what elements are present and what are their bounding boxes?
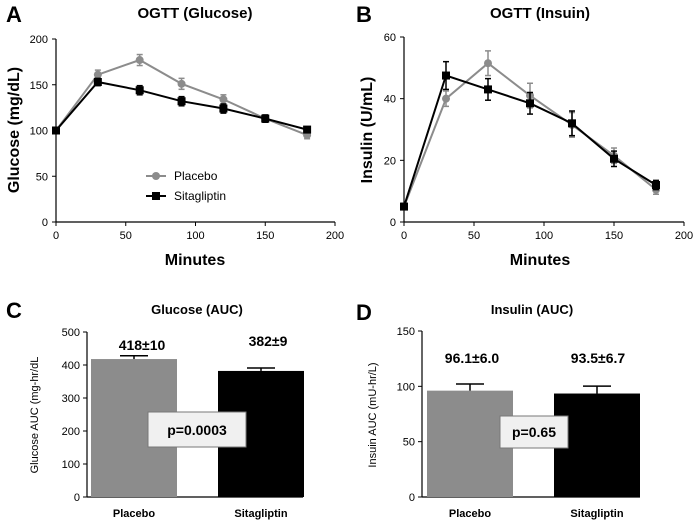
panel-letter-a: A bbox=[6, 2, 22, 27]
category-label-placebo: Placebo bbox=[449, 508, 491, 520]
glucose-auc-ylabel: Glucose AUC (mg-hr/dL bbox=[29, 357, 41, 474]
data-point-sitagliptin bbox=[442, 71, 450, 80]
y-tick-label: 100 bbox=[30, 126, 48, 138]
insulin-line-xlabel: Minutes bbox=[510, 252, 571, 269]
x-tick-label: 150 bbox=[605, 230, 623, 242]
data-point-sitagliptin bbox=[177, 97, 186, 106]
category-label-placebo: Placebo bbox=[113, 508, 155, 520]
glucose-auc-pvalue-frame bbox=[147, 411, 247, 448]
insulin-line-series bbox=[400, 50, 660, 211]
y-tick-label: 500 bbox=[62, 327, 80, 339]
y-tick-label: 400 bbox=[62, 360, 80, 372]
glucose-auc-bars: Placebo 418±10 Sitagliptin 382±9 bbox=[91, 333, 304, 520]
glucose-auc-axes: 0 100 200 300 400 500 bbox=[62, 327, 303, 504]
y-tick-label: 150 bbox=[397, 326, 415, 338]
insulin-auc-pvalue: p=0.65 bbox=[512, 424, 556, 440]
panel-letter-b: B bbox=[356, 2, 372, 27]
glucose-line-series bbox=[52, 53, 312, 140]
x-tick-label: 0 bbox=[53, 230, 59, 242]
data-point-placebo bbox=[93, 70, 102, 79]
data-point-sitagliptin bbox=[568, 119, 576, 128]
glucose-line-chart: OGTT (Glucose) Glucose (mg/dL) Minutes 0… bbox=[6, 5, 344, 269]
bar-placebo bbox=[427, 390, 513, 497]
glucose-auc-pvalue: p=0.0003 bbox=[167, 422, 227, 438]
glucose-line-axes: 0 50 100 150 200 0 50 100 150 200 bbox=[30, 34, 345, 242]
x-tick-label: 50 bbox=[120, 230, 132, 242]
category-label-sitagliptin: Sitagliptin bbox=[234, 508, 287, 520]
y-tick-label: 0 bbox=[42, 217, 48, 229]
glucose-auc-pvalue-box: p=0.0003 bbox=[147, 411, 247, 448]
y-tick-label: 20 bbox=[384, 155, 396, 167]
insulin-auc-pvalue-box: p=0.65 bbox=[499, 415, 569, 449]
data-point-placebo bbox=[484, 59, 492, 68]
insulin-line-ylabel: Insulin (U/mL) bbox=[359, 77, 376, 184]
data-point-sitagliptin bbox=[652, 181, 660, 189]
y-tick-label: 0 bbox=[390, 217, 396, 229]
glucose-line-ylabel: Glucose (mg/dL) bbox=[6, 67, 23, 193]
insulin-auc-chart: Insulin (AUC) Insuin AUC (mU-hr/L) 0 50 10… bbox=[367, 302, 640, 520]
legend-label-sitagliptin: Sitagliptin bbox=[174, 189, 226, 203]
y-tick-label: 40 bbox=[384, 94, 396, 106]
insulin-line-chart: OGTT (Insuin) Insulin (U/mL) Minutes 0 50… bbox=[359, 5, 693, 269]
x-tick-label: 0 bbox=[401, 230, 407, 242]
x-tick-label: 50 bbox=[468, 230, 480, 242]
value-label-placebo: 96.1±6.0 bbox=[445, 350, 500, 366]
y-tick-label: 50 bbox=[403, 437, 415, 449]
legend-label-placebo: Placebo bbox=[174, 169, 218, 183]
data-point-sitagliptin bbox=[93, 78, 102, 87]
insulin-auc-title: Insulin (AUC) bbox=[491, 302, 573, 317]
data-point-sitagliptin bbox=[610, 154, 618, 163]
y-tick-label: 100 bbox=[62, 459, 80, 471]
y-tick-label: 300 bbox=[62, 393, 80, 405]
x-tick-label: 200 bbox=[326, 230, 344, 242]
y-tick-label: 0 bbox=[409, 492, 415, 504]
glucose-line-title: OGTT (Glucose) bbox=[137, 5, 252, 22]
value-label-sitagliptin: 93.5±6.7 bbox=[571, 350, 626, 366]
data-point-sitagliptin bbox=[52, 126, 60, 135]
insulin-auc-ylabel: Insuin AUC (mU-hr/L) bbox=[367, 362, 379, 467]
panel-letter-c: C bbox=[6, 298, 22, 323]
glucose-line-xlabel: Minutes bbox=[165, 252, 226, 269]
y-tick-label: 60 bbox=[384, 32, 396, 44]
panel-letter-d: D bbox=[356, 300, 372, 325]
legend-marker-sitagliptin bbox=[152, 192, 160, 200]
value-label-sitagliptin: 382±9 bbox=[249, 333, 288, 349]
data-point-placebo bbox=[219, 95, 228, 104]
data-point-sitagliptin bbox=[261, 114, 270, 123]
data-point-sitagliptin bbox=[400, 202, 408, 211]
x-tick-label: 150 bbox=[256, 230, 274, 242]
x-tick-label: 100 bbox=[186, 230, 204, 242]
glucose-auc-chart: Glucose (AUC) Glucose AUC (mg-hr/dL 0 100… bbox=[29, 302, 304, 520]
y-tick-label: 50 bbox=[36, 171, 48, 183]
data-point-sitagliptin bbox=[219, 104, 228, 113]
y-tick-label: 0 bbox=[74, 492, 80, 504]
y-tick-label: 150 bbox=[30, 80, 48, 92]
insulin-line-axes: 0 50 100 150 200 0 20 40 60 bbox=[384, 32, 693, 242]
x-tick-label: 200 bbox=[675, 230, 693, 242]
glucose-auc-title: Glucose (AUC) bbox=[151, 302, 243, 317]
y-tick-label: 200 bbox=[30, 34, 48, 46]
insulin-auc-pvalue-frame bbox=[499, 415, 569, 449]
category-label-sitagliptin: Sitagliptin bbox=[570, 508, 623, 520]
glucose-line-legend: Placebo Sitagliptin bbox=[146, 169, 226, 203]
value-label-placebo: 418±10 bbox=[119, 337, 166, 353]
data-point-sitagliptin bbox=[303, 125, 312, 134]
y-tick-label: 200 bbox=[62, 426, 80, 438]
insulin-line-title: OGTT (Insuin) bbox=[490, 5, 590, 22]
data-point-placebo bbox=[177, 79, 186, 88]
data-point-sitagliptin bbox=[526, 99, 534, 108]
data-point-sitagliptin bbox=[135, 86, 144, 95]
legend-marker-placebo bbox=[152, 172, 160, 180]
y-tick-label: 100 bbox=[397, 381, 415, 393]
x-tick-label: 100 bbox=[535, 230, 553, 242]
insulin-auc-bars: Placebo 96.1±6.0 Sitagliptin 93.5±6.7 bbox=[427, 350, 640, 520]
data-point-placebo bbox=[135, 56, 144, 65]
data-point-sitagliptin bbox=[484, 85, 492, 94]
data-point-placebo bbox=[442, 94, 450, 103]
